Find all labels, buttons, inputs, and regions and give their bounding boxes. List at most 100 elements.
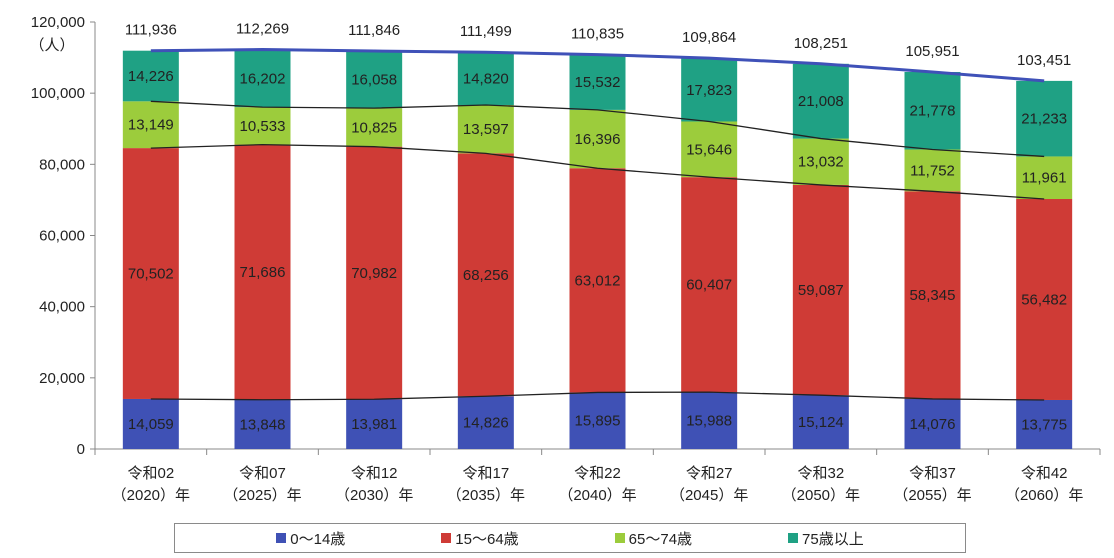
bar-segment bbox=[346, 146, 403, 400]
y-axis-unit: （人） bbox=[29, 37, 74, 54]
y-tick-label: 0 bbox=[77, 441, 85, 458]
total-value-label: 110,835 bbox=[571, 26, 624, 43]
bar-value-label: 21,778 bbox=[910, 103, 956, 120]
x-category-label: 令和22 bbox=[574, 465, 621, 482]
bar-value-label: 10,533 bbox=[240, 118, 286, 135]
bar-value-label: 58,345 bbox=[910, 287, 956, 304]
y-tick-label: 40,000 bbox=[39, 299, 85, 316]
bar-value-label: 13,981 bbox=[351, 416, 397, 433]
bar-value-label: 21,233 bbox=[1021, 111, 1067, 128]
x-category-label: 令和32 bbox=[797, 465, 844, 482]
bar-value-label: 11,752 bbox=[910, 162, 955, 179]
bar-value-label: 14,820 bbox=[463, 71, 509, 88]
bar-value-label: 60,407 bbox=[686, 277, 732, 294]
total-value-label: 111,936 bbox=[125, 22, 177, 39]
x-category-year-label: （2025）年 bbox=[223, 487, 301, 504]
bar-value-label: 14,826 bbox=[463, 415, 509, 432]
bar-segment bbox=[904, 149, 961, 192]
bar-value-label: 14,226 bbox=[128, 68, 174, 85]
bar-segment bbox=[234, 107, 291, 145]
x-category-year-label: （2040）年 bbox=[558, 487, 636, 504]
bar-value-label: 68,256 bbox=[463, 267, 509, 284]
chart-svg: 0 20,000 40,000 60,000 80,000 100,000 120,000 （… bbox=[29, 14, 1101, 504]
bar-segment bbox=[792, 395, 849, 449]
bar-value-label: 16,202 bbox=[240, 70, 286, 87]
bar-segment bbox=[904, 191, 961, 399]
bar-value-label: 14,076 bbox=[910, 416, 956, 433]
x-category-year-label: （2060）年 bbox=[1005, 487, 1083, 504]
bar-segment bbox=[681, 177, 738, 393]
y-tick-label: 60,000 bbox=[39, 228, 85, 245]
bar-segment bbox=[1016, 156, 1073, 200]
bar-segment bbox=[1016, 399, 1073, 449]
legend-item-75-plus: 75歳以上 bbox=[788, 528, 864, 549]
x-category-year-label: （2055）年 bbox=[893, 487, 971, 504]
chart-legend: 0～14歳 15～64歳 65～74歳 75歳以上 bbox=[174, 523, 966, 553]
bar-value-label: 11,961 bbox=[1022, 170, 1067, 187]
x-category-label: 令和12 bbox=[351, 465, 398, 482]
bar-segment bbox=[457, 52, 514, 105]
series-connector-line bbox=[150, 391, 1045, 401]
bar-value-label: 71,686 bbox=[240, 264, 286, 281]
bar-segment bbox=[122, 101, 179, 149]
total-value-label: 111,846 bbox=[348, 22, 400, 39]
bar-segment bbox=[346, 51, 403, 109]
y-tick-label: 100,000 bbox=[31, 85, 85, 102]
legend-swatch-75-plus bbox=[788, 533, 799, 543]
bar-segment bbox=[457, 104, 514, 154]
bar-segment bbox=[346, 399, 403, 449]
x-category-label: 令和27 bbox=[686, 465, 733, 482]
legend-item-65-74: 65～74歳 bbox=[614, 528, 692, 549]
bar-segment bbox=[792, 184, 849, 396]
bar-segment bbox=[122, 398, 179, 449]
bar-segment bbox=[346, 108, 403, 147]
x-category-label: 令和17 bbox=[462, 465, 509, 482]
total-value-label: 111,499 bbox=[460, 23, 512, 40]
bar-value-label: 15,895 bbox=[575, 413, 621, 430]
series-connector-line bbox=[150, 100, 1045, 158]
bar-value-label: 13,848 bbox=[240, 416, 286, 433]
bar-segment bbox=[1016, 199, 1073, 400]
bar-value-label: 56,482 bbox=[1021, 291, 1067, 308]
bar-segment bbox=[681, 58, 738, 122]
legend-swatch-65-74 bbox=[614, 533, 625, 543]
x-category-label: 令和02 bbox=[127, 465, 174, 482]
bar-value-label: 15,988 bbox=[686, 413, 732, 430]
bar-value-label: 16,396 bbox=[575, 131, 621, 148]
bar-value-label: 15,646 bbox=[686, 141, 732, 158]
x-category-label: 令和07 bbox=[239, 465, 286, 482]
legend-item-0-14: 0～14歳 bbox=[276, 528, 345, 549]
bar-segment bbox=[792, 63, 849, 139]
total-value-label: 103,451 bbox=[1017, 52, 1071, 69]
bar-segment bbox=[122, 50, 179, 102]
bar-segment bbox=[904, 71, 961, 150]
bar-value-label: 13,032 bbox=[798, 154, 844, 171]
y-tick-label: 80,000 bbox=[39, 156, 85, 173]
x-category-year-label: （2045）年 bbox=[670, 487, 748, 504]
bar-value-label: 17,823 bbox=[686, 82, 732, 99]
bar-segment bbox=[1016, 80, 1073, 157]
bar-value-label: 13,597 bbox=[463, 121, 509, 138]
legend-label-75-plus: 75歳以上 bbox=[802, 530, 864, 548]
x-category-year-label: （2030）年 bbox=[335, 487, 413, 504]
bar-segment bbox=[792, 138, 849, 185]
legend-label-15-64: 15～64歳 bbox=[455, 530, 519, 548]
bar-segment bbox=[681, 392, 738, 449]
y-tick-label: 20,000 bbox=[39, 370, 85, 387]
y-tick-label: 120,000 bbox=[31, 14, 85, 31]
bar-value-label: 59,087 bbox=[798, 282, 844, 299]
x-category-year-label: （2050）年 bbox=[782, 487, 860, 504]
bar-segment bbox=[234, 49, 291, 108]
bar-segment bbox=[457, 153, 514, 397]
bar-segment bbox=[569, 168, 626, 393]
x-category-label: 令和42 bbox=[1021, 465, 1068, 482]
bar-value-label: 70,502 bbox=[128, 266, 174, 283]
bar-value-label: 15,532 bbox=[575, 74, 621, 91]
bar-value-label: 70,982 bbox=[351, 265, 397, 282]
x-category-label: 令和37 bbox=[909, 465, 956, 482]
bar-segment bbox=[122, 148, 179, 399]
bar-value-label: 63,012 bbox=[575, 272, 621, 289]
bar-value-label: 13,775 bbox=[1021, 416, 1067, 433]
total-value-label: 105,951 bbox=[905, 43, 959, 60]
